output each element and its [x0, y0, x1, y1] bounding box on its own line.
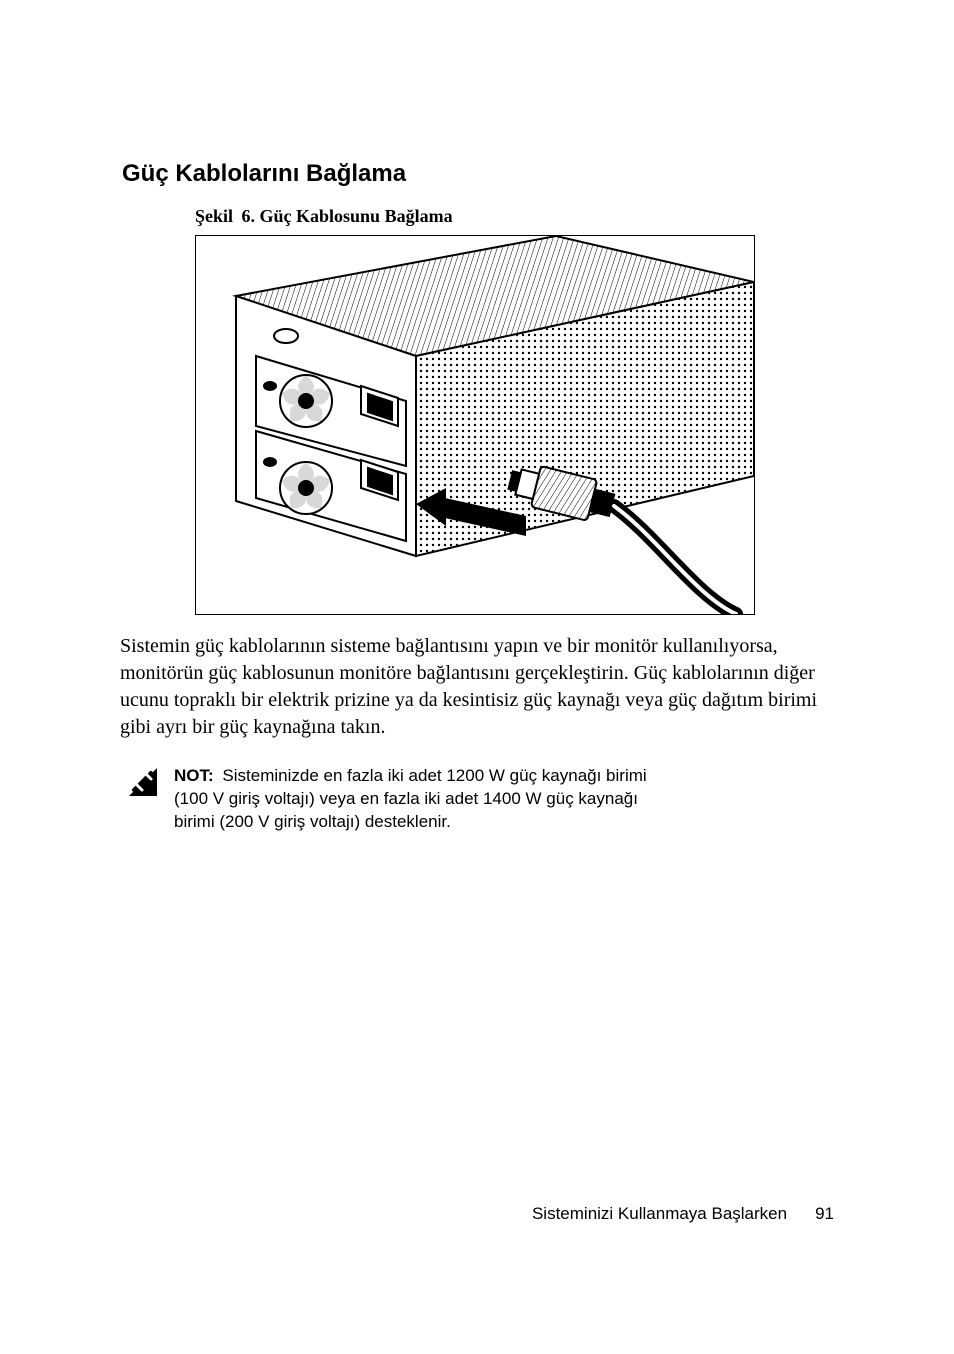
note-body: Sisteminizde en fazla iki adet 1200 W gü…	[174, 766, 647, 831]
figure-caption: Şekil 6. Güç Kablosunu Bağlama	[195, 206, 834, 227]
page: Güç Kablolarını Bağlama Şekil 6. Güç Kab…	[0, 0, 954, 1354]
note-icon	[128, 767, 158, 797]
body-paragraph: Sistemin güç kablolarının sisteme bağlan…	[120, 633, 834, 741]
note-label: NOT:	[174, 766, 214, 785]
figure-title: Güç Kablosunu Bağlama	[260, 206, 453, 226]
section-heading: Güç Kablolarını Bağlama	[122, 160, 834, 188]
footer-text: Sisteminizi Kullanmaya Başlarken	[532, 1204, 787, 1224]
figure-image	[195, 235, 755, 615]
figure-period: .	[251, 206, 256, 226]
note-text: NOT: Sisteminizde en fazla iki adet 1200…	[174, 765, 654, 834]
figure-number: 6	[242, 206, 251, 226]
figure-label-prefix: Şekil	[195, 206, 233, 226]
page-number: 91	[815, 1204, 834, 1224]
note-block: NOT: Sisteminizde en fazla iki adet 1200…	[128, 765, 834, 834]
page-footer: Sisteminizi Kullanmaya Başlarken 91	[0, 1204, 954, 1224]
power-cable-illustration	[196, 236, 755, 615]
